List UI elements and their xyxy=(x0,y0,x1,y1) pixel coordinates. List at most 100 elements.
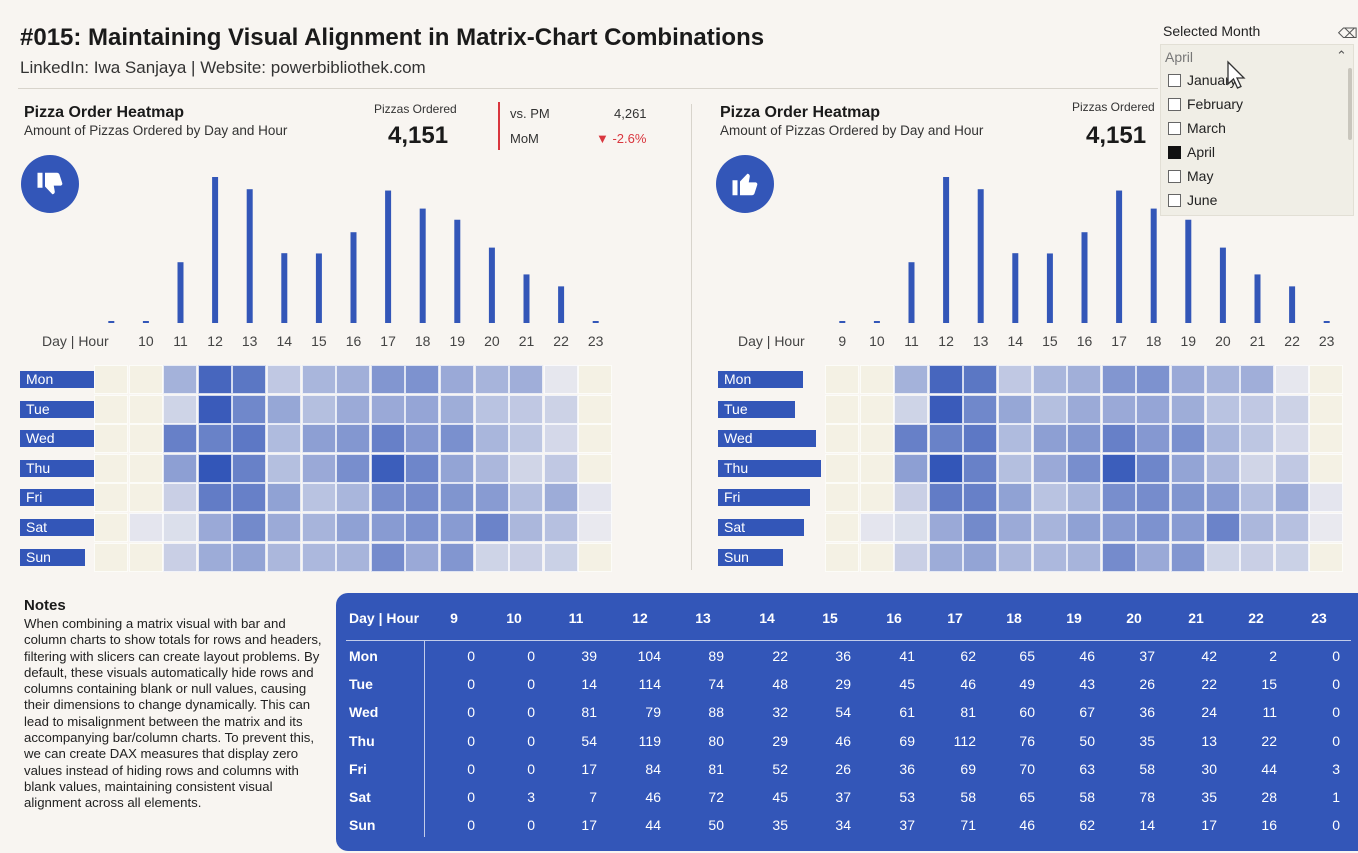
right-day-bar-sun[interactable]: Sun xyxy=(718,548,783,566)
left-heatmap-cell[interactable] xyxy=(267,424,301,454)
slicer-option-february[interactable]: February xyxy=(1168,96,1243,112)
left-heatmap-cell[interactable] xyxy=(509,394,544,424)
right-column-bar-13[interactable] xyxy=(977,189,984,323)
left-column-bar-9[interactable] xyxy=(108,321,115,323)
right-heatmap-cell[interactable] xyxy=(1136,513,1171,542)
right-heatmap-cell[interactable] xyxy=(825,424,859,454)
left-heatmap-cell[interactable] xyxy=(336,365,371,394)
left-heatmap-cell[interactable] xyxy=(440,453,474,483)
left-heatmap-cell[interactable] xyxy=(440,513,474,542)
right-heatmap-cell[interactable] xyxy=(928,365,963,394)
left-heatmap-cell[interactable] xyxy=(370,542,405,572)
right-heatmap-cell[interactable] xyxy=(998,365,1032,394)
left-heatmap-cell[interactable] xyxy=(197,513,232,542)
left-day-bar-tue[interactable]: Tue xyxy=(20,400,97,418)
right-heatmap-cell[interactable] xyxy=(1171,483,1205,513)
right-heatmap-cell[interactable] xyxy=(825,365,859,394)
right-heatmap-cell[interactable] xyxy=(1274,513,1309,542)
left-column-bar-21[interactable] xyxy=(523,274,530,323)
left-heatmap-cell[interactable] xyxy=(543,483,578,513)
left-heatmap-cell[interactable] xyxy=(543,394,578,424)
right-heatmap-cell[interactable] xyxy=(894,424,929,454)
right-heatmap-cell[interactable] xyxy=(1309,483,1344,513)
right-heatmap-cell[interactable] xyxy=(1032,513,1067,542)
left-heatmap-cell[interactable] xyxy=(440,365,474,394)
left-heatmap-cell[interactable] xyxy=(267,483,301,513)
right-heatmap-cell[interactable] xyxy=(1171,424,1205,454)
right-heatmap-cell[interactable] xyxy=(1309,424,1344,454)
slicer-scrollbar[interactable] xyxy=(1348,68,1352,140)
right-heatmap-cell[interactable] xyxy=(998,542,1032,572)
left-heatmap-cell[interactable] xyxy=(336,453,371,483)
checkbox[interactable] xyxy=(1168,169,1181,183)
right-heatmap-cell[interactable] xyxy=(963,394,998,424)
left-heatmap-cell[interactable] xyxy=(405,424,440,454)
left-heatmap-cell[interactable] xyxy=(405,365,440,394)
right-heatmap-cell[interactable] xyxy=(1274,542,1309,572)
slicer-option-april[interactable]: April xyxy=(1168,144,1215,160)
left-heatmap-cell[interactable] xyxy=(440,424,474,454)
right-column-bar-17[interactable] xyxy=(1116,190,1123,323)
left-column-bar-17[interactable] xyxy=(385,190,392,323)
right-day-bar-wed[interactable]: Wed xyxy=(718,430,816,448)
left-day-bar-sun[interactable]: Sun xyxy=(20,548,85,566)
left-column-bar-11[interactable] xyxy=(177,262,184,323)
left-heatmap-cell[interactable] xyxy=(370,453,405,483)
left-heatmap-cell[interactable] xyxy=(232,513,267,542)
right-column-bar-21[interactable] xyxy=(1254,274,1261,323)
right-column-bar-9[interactable] xyxy=(839,321,846,323)
right-heatmap-cell[interactable] xyxy=(1205,394,1240,424)
right-heatmap-cell[interactable] xyxy=(1309,542,1344,572)
left-heatmap-cell[interactable] xyxy=(163,394,198,424)
left-heatmap-cell[interactable] xyxy=(128,365,163,394)
left-heatmap-cell[interactable] xyxy=(94,483,128,513)
right-heatmap-cell[interactable] xyxy=(1171,365,1205,394)
left-column-bar-22[interactable] xyxy=(558,286,565,323)
right-heatmap-cell[interactable] xyxy=(1136,394,1171,424)
right-heatmap-cell[interactable] xyxy=(1101,453,1136,483)
left-heatmap-cell[interactable] xyxy=(405,483,440,513)
left-column-bar-15[interactable] xyxy=(315,253,322,323)
right-heatmap-cell[interactable] xyxy=(1205,365,1240,394)
right-heatmap-cell[interactable] xyxy=(963,453,998,483)
right-heatmap-cell[interactable] xyxy=(963,542,998,572)
left-heatmap-cell[interactable] xyxy=(405,542,440,572)
right-heatmap-cell[interactable] xyxy=(1101,483,1136,513)
right-column-bar-15[interactable] xyxy=(1046,253,1053,323)
left-heatmap-cell[interactable] xyxy=(336,424,371,454)
left-heatmap-cell[interactable] xyxy=(370,483,405,513)
left-heatmap-cell[interactable] xyxy=(301,453,336,483)
left-heatmap-cell[interactable] xyxy=(336,394,371,424)
left-heatmap-cell[interactable] xyxy=(509,483,544,513)
left-heatmap-cell[interactable] xyxy=(543,424,578,454)
left-column-bar-19[interactable] xyxy=(454,219,461,323)
right-heatmap-cell[interactable] xyxy=(1171,453,1205,483)
left-heatmap-cell[interactable] xyxy=(197,394,232,424)
right-heatmap-cell[interactable] xyxy=(1309,394,1344,424)
right-heatmap-cell[interactable] xyxy=(928,483,963,513)
slicer-selected-value[interactable]: April xyxy=(1165,49,1194,65)
left-heatmap-cell[interactable] xyxy=(301,542,336,572)
right-heatmap-cell[interactable] xyxy=(1136,453,1171,483)
right-column-bar-18[interactable] xyxy=(1150,208,1157,323)
right-heatmap-cell[interactable] xyxy=(1240,394,1275,424)
left-heatmap-cell[interactable] xyxy=(405,513,440,542)
right-day-bar-fri[interactable]: Fri xyxy=(718,489,810,507)
left-heatmap-cell[interactable] xyxy=(128,483,163,513)
left-heatmap-cell[interactable] xyxy=(301,513,336,542)
right-heatmap-cell[interactable] xyxy=(1205,483,1240,513)
right-heatmap-cell[interactable] xyxy=(1171,542,1205,572)
left-heatmap-cell[interactable] xyxy=(336,513,371,542)
right-column-bar-23[interactable] xyxy=(1323,321,1330,323)
right-heatmap-cell[interactable] xyxy=(998,513,1032,542)
chevron-up-icon[interactable]: ⌃ xyxy=(1336,48,1347,63)
right-column-bar-20[interactable] xyxy=(1219,247,1226,323)
left-column-bar-23[interactable] xyxy=(592,321,599,323)
right-day-bar-tue[interactable]: Tue xyxy=(718,400,795,418)
eraser-icon[interactable]: ⌫ xyxy=(1338,25,1358,41)
left-heatmap-cell[interactable] xyxy=(267,365,301,394)
right-heatmap-cell[interactable] xyxy=(1274,394,1309,424)
left-heatmap-cell[interactable] xyxy=(440,542,474,572)
left-heatmap-cell[interactable] xyxy=(232,365,267,394)
left-heatmap-cell[interactable] xyxy=(509,453,544,483)
